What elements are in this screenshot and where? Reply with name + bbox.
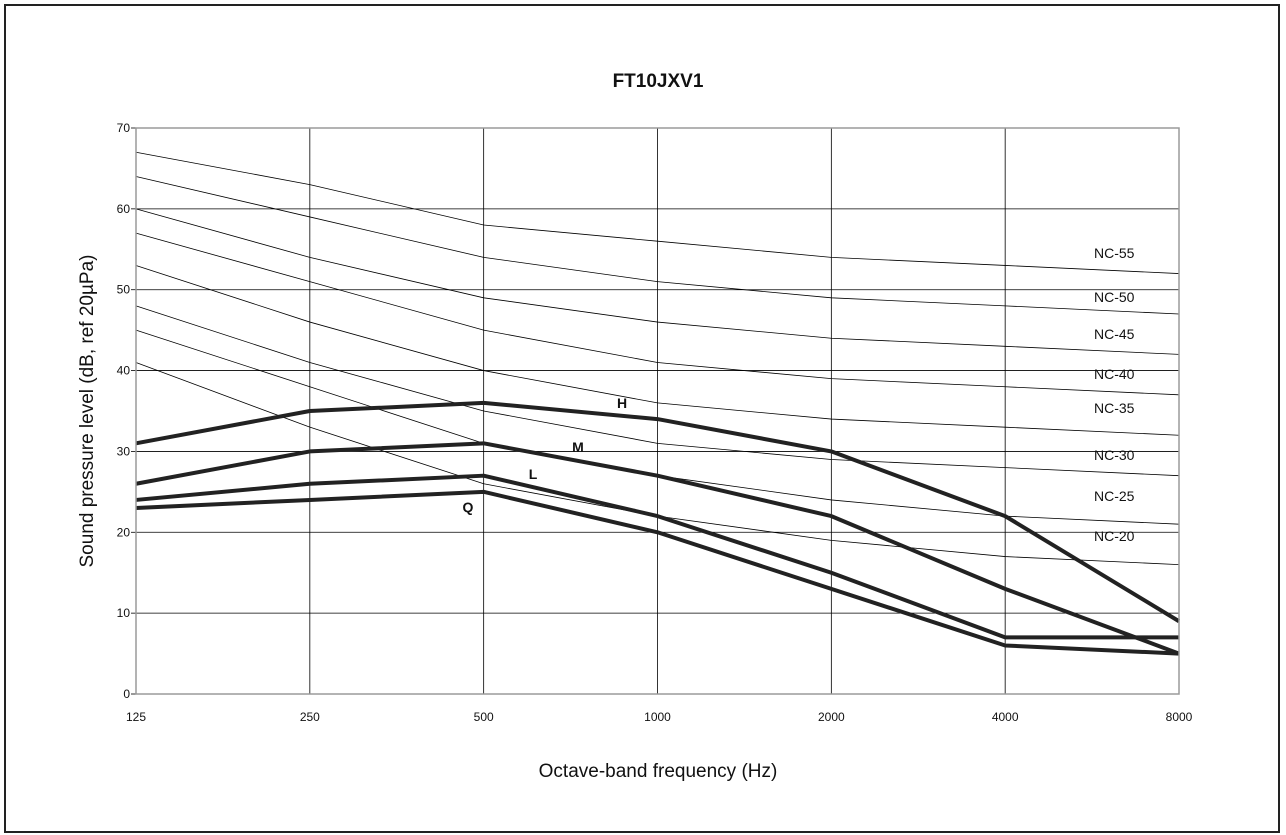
- series-line: [135, 400, 1181, 623]
- series-lines: [135, 400, 1181, 656]
- x-tick-label: 8000: [1166, 710, 1193, 724]
- nc-curve-line: [135, 151, 1180, 274]
- y-tick-label: 0: [123, 687, 130, 701]
- y-tick-label: 20: [117, 525, 131, 539]
- x-tick-label: 125: [126, 710, 146, 724]
- plot-area-border: [135, 127, 1180, 695]
- series-line: [135, 441, 1180, 656]
- nc-curve-line: [135, 265, 1180, 436]
- series-line: [135, 489, 1180, 656]
- y-tick-label: 30: [117, 444, 131, 458]
- series-line: [135, 473, 1179, 640]
- series-label: M: [572, 439, 584, 455]
- y-tick-label: 70: [117, 121, 131, 135]
- nc-curve-label: NC-20: [1094, 528, 1135, 544]
- nc-curve-label: NC-45: [1094, 326, 1135, 342]
- x-tick-label: 4000: [992, 710, 1019, 724]
- nc-curve-label: NC-40: [1094, 366, 1135, 382]
- tick-labels: 125 250 500 1000 2000 4000 8000 0 10 20 30 40 50 60 70: [117, 121, 1193, 724]
- chart-title: FT10JXV1: [613, 71, 704, 92]
- nc-curve-label: NC-30: [1094, 447, 1135, 463]
- nc-curve-label: NC-55: [1094, 245, 1135, 261]
- series-label: Q: [463, 499, 474, 515]
- x-tick-label: 500: [474, 710, 494, 724]
- x-tick-label: 2000: [818, 710, 845, 724]
- nc-curve-line: [135, 208, 1180, 355]
- y-tick-label: 40: [117, 364, 131, 378]
- nc-curve-line: [135, 232, 1180, 396]
- grid-layer: [131, 127, 1180, 695]
- curve-labels: NC-55 NC-50 NC-45 NC-40 NC-35 NC-30 NC-25 NC-20…: [463, 245, 1135, 544]
- nc-curve-line: [135, 176, 1180, 315]
- y-tick-label: 10: [117, 606, 131, 620]
- series-label: L: [529, 466, 538, 482]
- x-tick-label: 250: [300, 710, 320, 724]
- nc-curve-label: NC-35: [1094, 400, 1135, 416]
- nc-curve-line: [135, 305, 1180, 477]
- y-axis-label: Sound pressure level (dB, ref 20µPa): [77, 255, 98, 568]
- nc-curve-label: NC-25: [1094, 488, 1135, 504]
- y-tick-label: 50: [117, 283, 131, 297]
- nc-curve-label: NC-50: [1094, 289, 1135, 305]
- series-label: H: [617, 395, 627, 411]
- x-tick-label: 1000: [644, 710, 671, 724]
- x-axis-label: Octave-band frequency (Hz): [539, 761, 778, 782]
- y-tick-label: 60: [117, 202, 131, 216]
